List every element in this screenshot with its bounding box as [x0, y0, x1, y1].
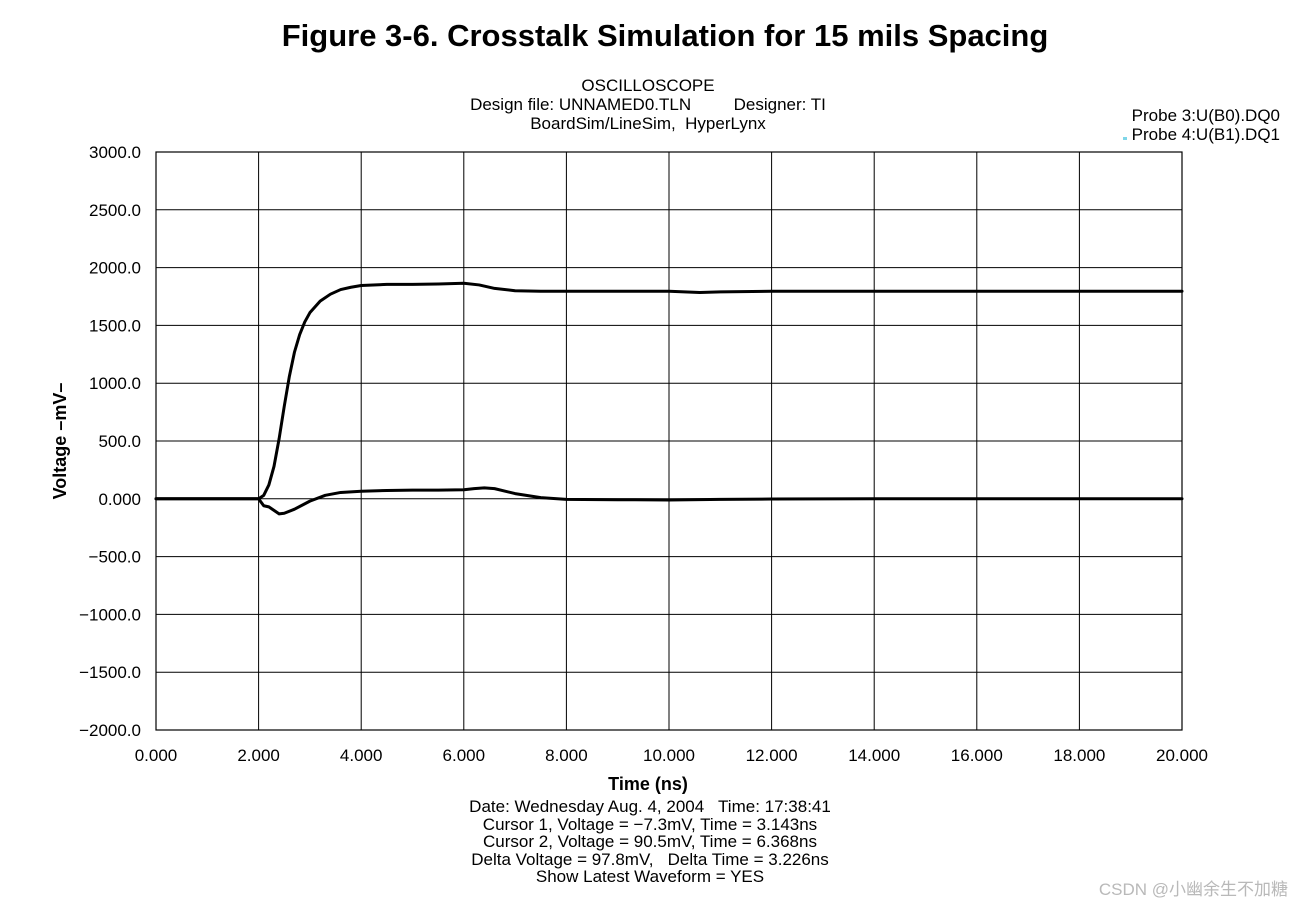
y-tick-label: −2000.0: [79, 721, 141, 740]
series-line-probe3: [154, 281, 1184, 501]
header-tool: BoardSim/LineSim, HyperLynx: [530, 114, 766, 133]
y-tick-labels: 3000.0 2500.0 2000.0 1500.0 1000.0 500.0 0.000…: [79, 143, 141, 740]
legend-probe4-label: Probe 4:U(B1).DQ1: [1131, 125, 1280, 144]
x-tick-label: 10.000: [643, 746, 695, 765]
y-axis-title: Voltage –mV–: [50, 383, 70, 500]
series-line-probe4: [154, 486, 1184, 516]
x-tick-label: 4.000: [340, 746, 383, 765]
legend-probe3-label: Probe 3:U(B0).DQ0: [1131, 106, 1280, 125]
header-oscilloscope: OSCILLOSCOPE: [581, 76, 715, 95]
footer-cursor2: Cursor 2, Voltage = 90.5mV, Time = 6.368…: [483, 832, 817, 851]
footer-show-latest: Show Latest Waveform = YES: [535, 867, 765, 886]
footer-delta: Delta Voltage = 97.8mV, Delta Time = 3.2…: [471, 849, 829, 869]
y-tick-label: 0.000: [98, 490, 141, 509]
footer-cursor1: Cursor 1, Voltage = −7.3mV, Time = 3.143…: [482, 814, 818, 834]
footer-date: Date: Wednesday Aug. 4, 2004 Time: 17:38…: [469, 797, 831, 816]
grid: [155, 151, 1183, 731]
x-tick-label: 0.000: [135, 746, 178, 765]
x-tick-label: 18.000: [1053, 746, 1105, 765]
scope-footer: Date: Wednesday Aug. 4, 2004 Time: 17:38…: [400, 798, 900, 886]
x-tick-label: 20.000: [1156, 746, 1208, 765]
legend: Probe 3:U(B0).DQ0 Probe 4:U(B1).DQ1: [1122, 106, 1280, 144]
x-tick-label: 12.000: [746, 746, 798, 765]
y-tick-label: −1500.0: [79, 663, 141, 682]
y-tick-label: 1500.0: [89, 316, 141, 335]
y-tick-label: −500.0: [89, 548, 141, 567]
legend-probe4-swatch: [1122, 137, 1127, 140]
y-tick-label: 2500.0: [89, 201, 141, 220]
x-tick-label: 16.000: [951, 746, 1003, 765]
legend-probe3: Probe 3:U(B0).DQ0: [1132, 106, 1280, 125]
x-axis-title: Time (ns): [608, 774, 688, 794]
y-tick-label: 500.0: [98, 432, 141, 451]
legend-probe4: Probe 4:U(B1).DQ1: [1122, 125, 1280, 144]
watermark: CSDN @小幽余生不加糖: [1098, 880, 1288, 899]
plot-frame: [155, 151, 1183, 731]
x-tick-label: 14.000: [848, 746, 900, 765]
x-tick-labels: 0.000 2.000 4.000 6.000 8.000 10.000 12.000 14.…: [135, 746, 1208, 765]
y-tick-label: 1000.0: [89, 374, 141, 393]
scope-header: OSCILLOSCOPE Design file: UNNAMED0.TLN D…: [430, 76, 866, 133]
header-design-file: Design file: UNNAMED0.TLN Designer: TI: [470, 95, 826, 114]
x-tick-label: 2.000: [237, 746, 280, 765]
figure-title: Figure 3-6. Crosstalk Simulation for 15 …: [281, 18, 1049, 53]
x-tick-label: 6.000: [443, 746, 486, 765]
y-tick-label: −1000.0: [79, 605, 141, 624]
x-tick-label: 8.000: [545, 746, 588, 765]
y-tick-label: 2000.0: [89, 259, 141, 278]
series: [154, 281, 1184, 516]
y-tick-label: 3000.0: [89, 143, 141, 162]
